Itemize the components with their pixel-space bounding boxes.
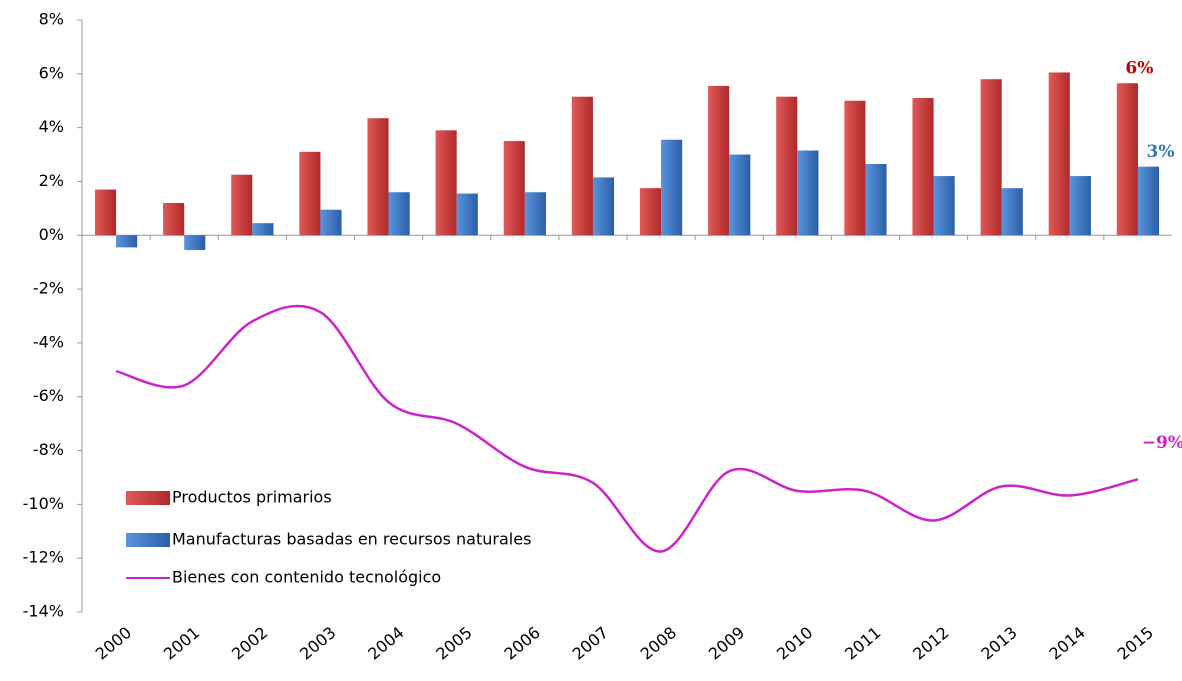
bar <box>571 96 593 236</box>
bar <box>367 118 389 236</box>
legend-label: Bienes con contenido tecnológico <box>172 568 441 587</box>
bar <box>797 150 819 236</box>
x-tick-label: 2008 <box>637 623 680 664</box>
bar <box>456 193 478 236</box>
y-tick-label: -10% <box>23 494 64 513</box>
bar <box>912 98 934 236</box>
bar <box>184 235 206 251</box>
bar <box>320 209 342 236</box>
x-tick-label: 2005 <box>432 623 475 664</box>
legend-swatch <box>126 491 170 505</box>
bar <box>1069 176 1091 236</box>
y-tick-label: -12% <box>23 548 64 567</box>
data-label: 6% <box>1125 59 1153 79</box>
bar <box>639 188 662 236</box>
y-tick-label: -8% <box>33 440 64 459</box>
x-tick-label: 2014 <box>1045 623 1088 664</box>
y-tick-label: 8% <box>39 10 64 29</box>
line <box>115 304 1139 553</box>
x-tick-label: 2001 <box>160 623 203 664</box>
y-tick-label: -6% <box>33 386 64 405</box>
bar <box>435 130 457 236</box>
bar <box>503 141 525 236</box>
bar <box>661 139 683 236</box>
x-tick-label: 2013 <box>977 623 1020 664</box>
legend-swatch <box>126 533 170 547</box>
x-tick-label: 2002 <box>228 623 271 664</box>
bar <box>776 96 798 236</box>
x-tick-label: 2003 <box>296 623 339 664</box>
data-label: 3% <box>1147 142 1175 162</box>
x-tick-label: 2011 <box>841 623 884 664</box>
bar <box>94 189 117 236</box>
bar <box>933 176 955 236</box>
bar <box>1048 72 1070 236</box>
bar <box>708 85 730 236</box>
bar <box>1137 166 1160 236</box>
bar <box>163 202 185 236</box>
x-tick-label: 2010 <box>773 623 816 664</box>
bar <box>729 154 751 236</box>
y-tick-label: 6% <box>39 63 64 82</box>
y-tick-label: 0% <box>39 225 64 244</box>
x-tick-label: 2009 <box>705 623 748 664</box>
bar <box>844 100 866 236</box>
x-tick-label: 2015 <box>1114 623 1157 664</box>
bar <box>299 151 321 236</box>
bar <box>388 192 410 236</box>
legend-label: Productos primarios <box>172 488 332 507</box>
x-tick-label: 2000 <box>92 623 135 664</box>
bar <box>592 177 615 236</box>
y-tick-label: -4% <box>33 332 64 351</box>
bar <box>1001 188 1023 236</box>
x-tick-label: 2006 <box>500 623 543 664</box>
legend-label: Manufacturas basadas en recursos natural… <box>172 530 531 549</box>
bar <box>116 235 138 248</box>
y-tick-label: 4% <box>39 117 64 136</box>
bar <box>231 174 253 236</box>
bar <box>865 163 887 236</box>
y-tick-label: -14% <box>23 602 64 621</box>
y-tick-label: 2% <box>39 171 64 190</box>
bar <box>980 79 1002 236</box>
y-tick-label: -2% <box>33 279 64 298</box>
bar <box>524 192 546 236</box>
bar <box>252 223 274 236</box>
x-tick-label: 2012 <box>909 623 952 664</box>
data-label: −9% <box>1142 433 1182 453</box>
bar <box>1116 83 1138 236</box>
x-tick-label: 2004 <box>364 623 407 664</box>
x-tick-label: 2007 <box>569 623 612 664</box>
